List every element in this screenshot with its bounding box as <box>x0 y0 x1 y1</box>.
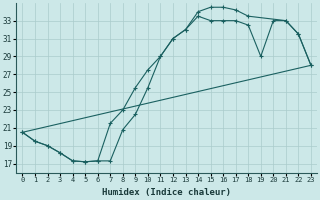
X-axis label: Humidex (Indice chaleur): Humidex (Indice chaleur) <box>102 188 231 197</box>
